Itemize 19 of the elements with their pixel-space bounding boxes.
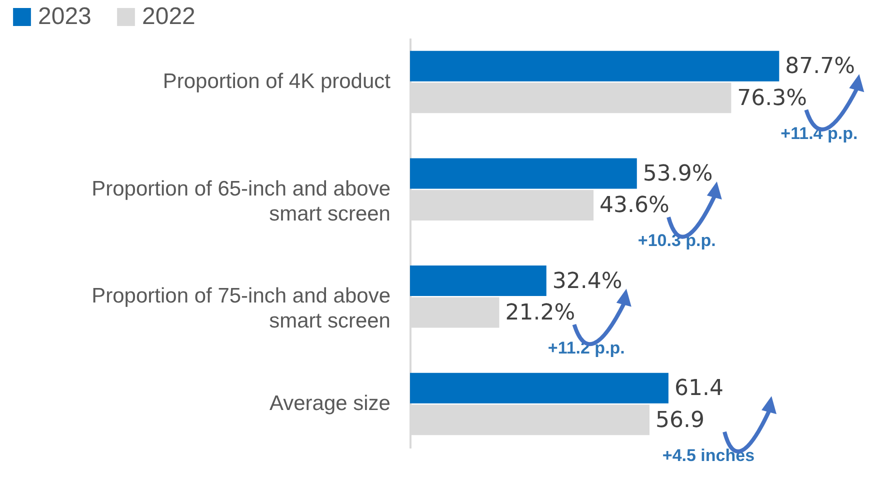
data-label: 76.3% (737, 86, 808, 111)
y-tick-label: Average size (269, 392, 390, 415)
data-label: 53.9% (642, 161, 713, 186)
y-tick-label: Proportion of 65-inch and above smart screen (92, 177, 390, 226)
bar (410, 372, 668, 404)
data-label: 61.4 (674, 376, 724, 402)
data-label: 43.6% (600, 193, 670, 218)
bar (410, 50, 780, 82)
data-label: 87.7% (785, 54, 856, 80)
bar (410, 266, 546, 296)
annotation: +4.5 inches (662, 446, 755, 465)
data-label: 32.4% (552, 268, 622, 294)
data-label: 21.2% (505, 300, 576, 326)
legend-label: 2023 (38, 3, 92, 30)
y-tick-label: Proportion of 75-inch and above smart screen (92, 284, 390, 333)
legend-label: 2022 (142, 3, 196, 30)
bar (410, 158, 637, 189)
y-tick-label: Proportion of 4K product (162, 70, 391, 94)
data-label: 56.9 (656, 408, 704, 433)
